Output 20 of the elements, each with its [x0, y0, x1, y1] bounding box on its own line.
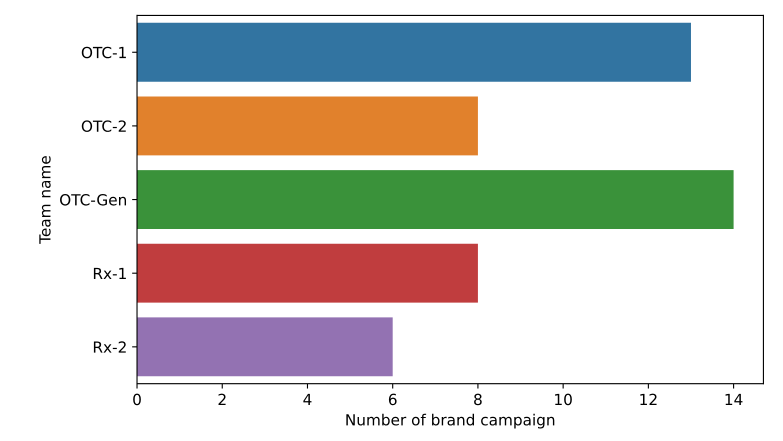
y-tick-label: OTC-1	[82, 46, 126, 58]
x-tick-label: 0	[133, 394, 141, 406]
bar	[137, 244, 478, 303]
y-tick-label: Rx-1	[94, 268, 126, 280]
y-tick-label: OTC-2	[82, 120, 126, 132]
x-tick-label: 4	[303, 394, 312, 405]
bar	[137, 96, 478, 156]
bar	[137, 22, 691, 82]
x-tick-label: 8	[474, 394, 482, 406]
y-axis-title: Team name	[39, 156, 51, 244]
x-tick-label: 14	[726, 394, 742, 405]
y-tick-label: OTC-Gen	[60, 194, 126, 206]
x-tick-label: 10	[555, 394, 572, 406]
bar	[137, 170, 734, 230]
x-axis-title: Number of brand campaign	[346, 414, 554, 429]
bar	[137, 317, 393, 376]
y-tick-label: Rx-2	[94, 341, 126, 353]
x-tick-label: 6	[388, 394, 397, 406]
x-tick-label: 2	[218, 394, 226, 405]
x-tick-label: 12	[640, 394, 657, 405]
